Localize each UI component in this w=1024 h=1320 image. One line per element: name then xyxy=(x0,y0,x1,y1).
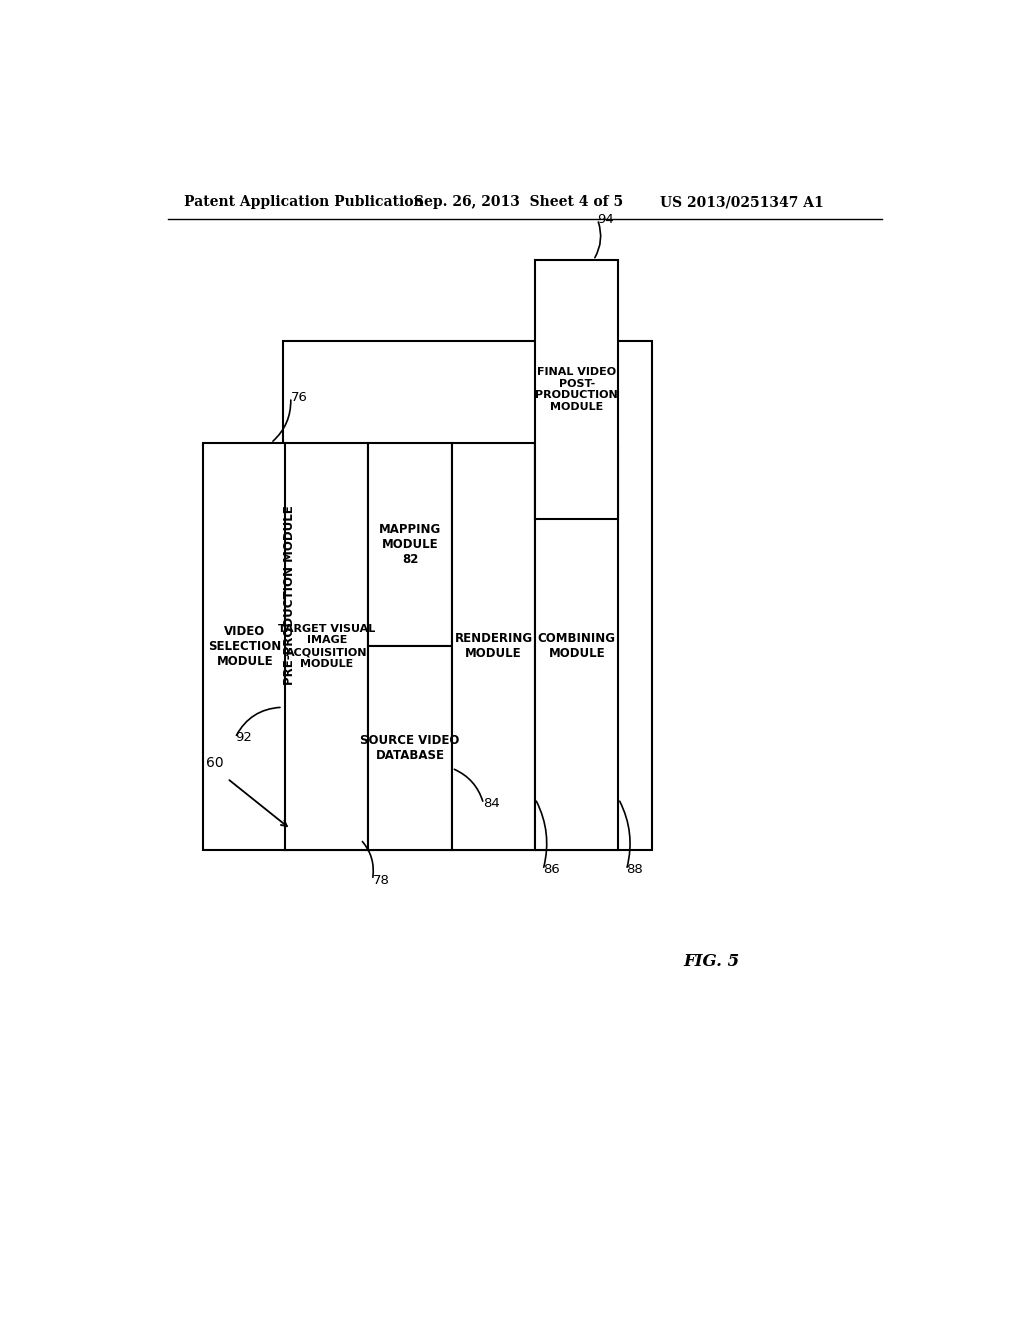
Text: VIDEO
SELECTION
MODULE: VIDEO SELECTION MODULE xyxy=(209,624,282,668)
Bar xyxy=(285,444,369,850)
Text: Patent Application Publication: Patent Application Publication xyxy=(183,195,423,209)
Bar xyxy=(204,444,287,850)
Text: 84: 84 xyxy=(483,797,501,810)
Text: SOURCE VIDEO
DATABASE: SOURCE VIDEO DATABASE xyxy=(360,734,460,762)
Bar xyxy=(452,444,536,850)
Text: 92: 92 xyxy=(236,731,252,744)
Bar xyxy=(536,444,618,850)
Text: TARGET VISUAL
IMAGE
ACQUISITION
MODULE: TARGET VISUAL IMAGE ACQUISITION MODULE xyxy=(279,624,376,669)
Text: 78: 78 xyxy=(373,874,389,887)
Bar xyxy=(369,444,452,647)
Text: Sep. 26, 2013  Sheet 4 of 5: Sep. 26, 2013 Sheet 4 of 5 xyxy=(414,195,623,209)
Text: FIG. 5: FIG. 5 xyxy=(684,953,739,970)
Text: 60: 60 xyxy=(207,756,224,770)
Text: COMBINING
MODULE: COMBINING MODULE xyxy=(538,632,615,660)
Text: 88: 88 xyxy=(627,863,643,876)
Bar xyxy=(283,342,652,850)
Text: RENDERING
MODULE: RENDERING MODULE xyxy=(455,632,532,660)
Bar xyxy=(369,647,452,850)
Text: 76: 76 xyxy=(291,391,307,404)
Text: 86: 86 xyxy=(543,863,560,876)
Text: US 2013/0251347 A1: US 2013/0251347 A1 xyxy=(659,195,823,209)
Text: 94: 94 xyxy=(597,213,614,226)
Text: MAPPING
MODULE
82: MAPPING MODULE 82 xyxy=(379,523,441,566)
Bar xyxy=(536,260,618,519)
Text: PRE-PRODUCTION MODULE: PRE-PRODUCTION MODULE xyxy=(283,506,296,685)
Text: FINAL VIDEO
POST-
PRODUCTION
MODULE: FINAL VIDEO POST- PRODUCTION MODULE xyxy=(536,367,618,412)
